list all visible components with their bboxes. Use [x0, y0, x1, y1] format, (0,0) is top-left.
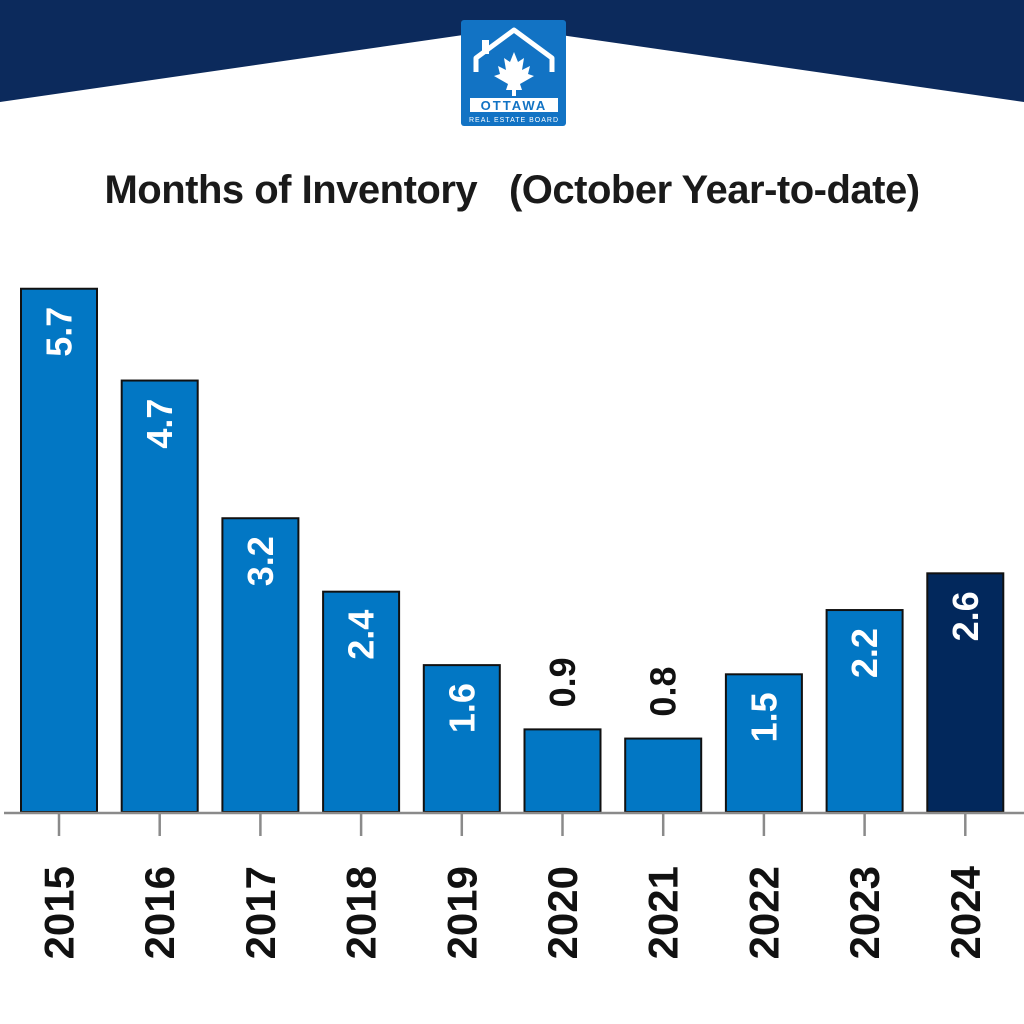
value-label-2015: 5.7	[39, 307, 80, 357]
value-label-2018: 2.4	[341, 610, 382, 660]
bar-2023	[825, 609, 904, 813]
x-tick-label-2019: 2019	[438, 866, 485, 959]
x-tick-label-2023: 2023	[841, 866, 888, 959]
board-logo: OTTAWA REAL ESTATE BOARD	[461, 20, 566, 126]
value-label-2020: 0.9	[542, 657, 583, 707]
value-label-2017: 3.2	[240, 536, 281, 586]
x-tick-label-2020: 2020	[539, 866, 586, 959]
value-label-2016: 4.7	[139, 399, 180, 449]
bar-2022	[724, 673, 803, 813]
value-label-2023: 2.2	[844, 628, 885, 678]
logo-word: OTTAWA	[481, 98, 548, 113]
value-label-2022: 1.5	[743, 692, 784, 742]
chart-title: Months of Inventory (October Year-to-dat…	[104, 168, 920, 212]
value-label-2024: 2.6	[945, 591, 986, 641]
x-tick-label-2018: 2018	[338, 866, 385, 959]
bar-2024	[926, 572, 1005, 813]
x-tick-label-2024: 2024	[942, 865, 989, 959]
bar-2016	[120, 379, 199, 813]
x-tick-label-2017: 2017	[237, 866, 284, 959]
x-tick-label-2021: 2021	[640, 866, 687, 959]
bar-2019	[422, 664, 501, 813]
x-axis: 2015 2016 2017 2018 2019 2020 2021 2022 2023 2024	[4, 811, 1024, 959]
header-banner	[0, 0, 1024, 102]
bar-2020	[523, 728, 602, 814]
bar-2015	[20, 287, 98, 813]
bar-2018	[322, 590, 401, 813]
value-label-2021: 0.8	[643, 667, 684, 717]
bar-2021	[624, 737, 703, 813]
x-tick-label-2015: 2015	[36, 866, 83, 959]
logo-subtitle: REAL ESTATE BOARD	[469, 117, 559, 124]
value-label-2019: 1.6	[441, 683, 482, 733]
x-tick-label-2016: 2016	[136, 866, 183, 959]
x-tick-label-2022: 2022	[740, 866, 787, 959]
bars-layer: 5.7 4.7 3.2 2.4 1.6 0.9 0.8 1.5 2.2 2.6	[20, 287, 1005, 814]
